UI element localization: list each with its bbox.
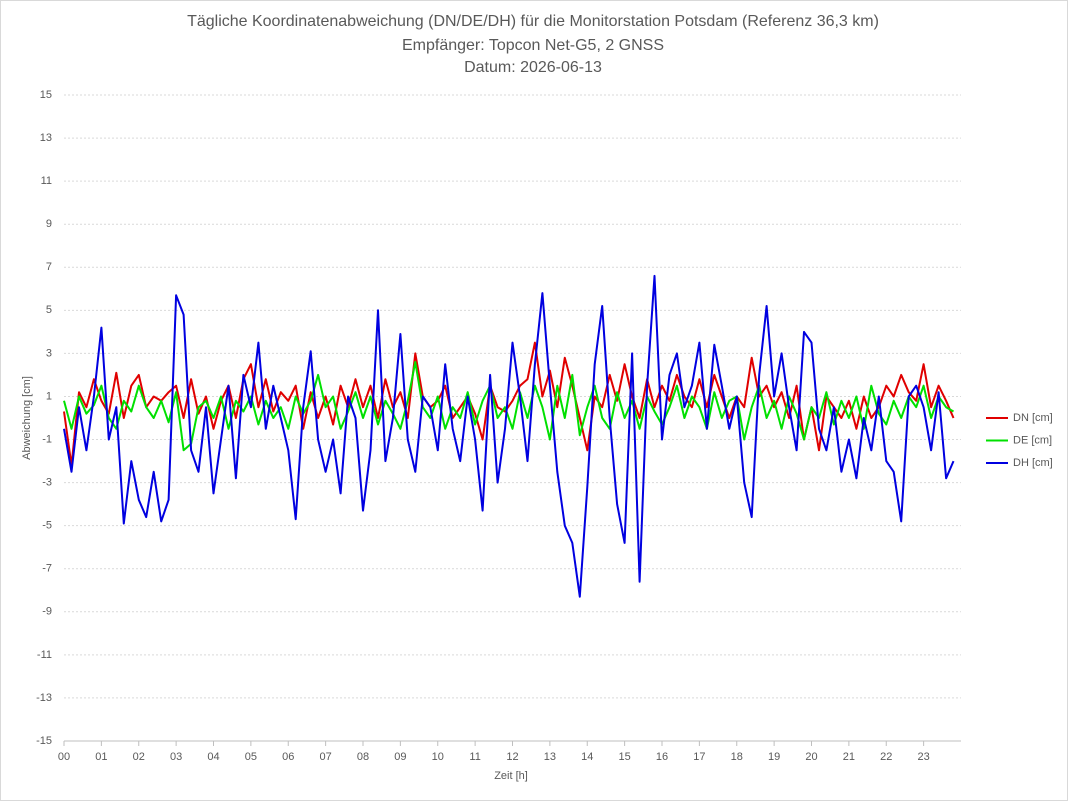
x-tick-label: 16 — [656, 751, 668, 763]
chart-date: Datum: 2026-06-13 — [464, 59, 602, 76]
legend-label: DH [cm] — [1013, 457, 1053, 469]
x-tick-label: 23 — [918, 751, 930, 763]
y-tick-label: 13 — [40, 132, 52, 144]
y-tick-label: 1 — [46, 390, 52, 402]
x-tick-label: 07 — [320, 751, 332, 763]
y-tick-label: -3 — [42, 477, 52, 489]
x-tick-label: 22 — [880, 751, 892, 763]
x-tick-label: 12 — [506, 751, 518, 763]
y-tick-label: 5 — [46, 304, 52, 316]
x-tick-label: 14 — [581, 751, 593, 763]
y-tick-label: 15 — [40, 89, 52, 101]
y-tick-label: 11 — [41, 175, 52, 187]
x-tick-label: 08 — [357, 751, 369, 763]
x-tick-label: 00 — [58, 751, 70, 763]
series-line — [63, 361, 955, 452]
y-tick-label: -13 — [36, 692, 52, 704]
series-line — [63, 274, 955, 598]
legend-label: DE [cm] — [1013, 434, 1052, 446]
x-tick-label: 03 — [170, 751, 182, 763]
y-tick-label: -15 — [36, 735, 52, 747]
y-tick-label: -1 — [42, 433, 52, 445]
x-tick-label: 06 — [282, 751, 294, 763]
legend-label: DN [cm] — [1013, 412, 1053, 424]
y-tick-label: 9 — [46, 218, 52, 230]
y-axis-label: Abweichung [cm] — [21, 376, 33, 460]
y-tick-label: 7 — [46, 261, 52, 273]
x-tick-label: 21 — [843, 751, 855, 763]
x-tick-label: 13 — [544, 751, 556, 763]
x-tick-label: 20 — [805, 751, 817, 763]
y-tick-label: -11 — [37, 649, 52, 661]
y-tick-label: -7 — [42, 563, 52, 575]
x-axis-label: Zeit [h] — [494, 770, 528, 782]
x-tick-label: 05 — [245, 751, 257, 763]
x-tick-label: 17 — [693, 751, 705, 763]
x-tick-label: 02 — [133, 751, 145, 763]
x-tick-label: 10 — [432, 751, 444, 763]
y-tick-label: -5 — [42, 520, 52, 532]
x-tick-label: 11 — [469, 751, 480, 763]
y-tick-label: -9 — [42, 606, 52, 618]
x-tick-label: 09 — [394, 751, 406, 763]
x-tick-label: 15 — [619, 751, 631, 763]
x-tick-label: 18 — [731, 751, 743, 763]
x-tick-label: 04 — [207, 751, 219, 763]
x-tick-label: 19 — [768, 751, 780, 763]
chart-title: Tägliche Koordinatenabweichung (DN/DE/DH… — [187, 13, 879, 30]
x-tick-label: 01 — [95, 751, 107, 763]
chart-subtitle: Empfänger: Topcon Net-G5, 2 GNSS — [402, 37, 664, 54]
y-tick-label: 3 — [46, 347, 52, 359]
